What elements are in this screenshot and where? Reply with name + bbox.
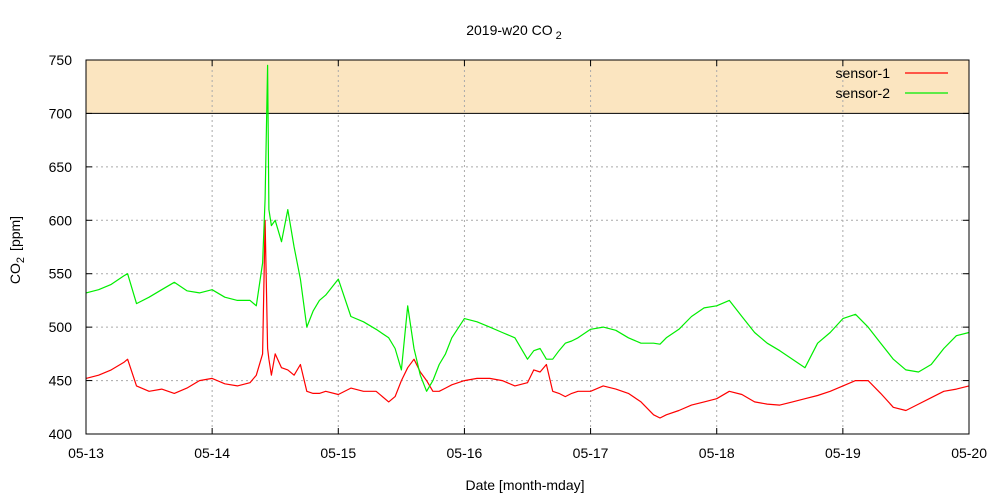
grid-lines <box>86 60 969 434</box>
x-tick-label: 05-19 <box>825 445 861 461</box>
series-line-sensor-2 <box>85 64 970 392</box>
series-line-sensor-1 <box>85 219 970 419</box>
plot-frame <box>85 59 970 435</box>
series-group <box>85 64 970 419</box>
legend-label-sensor-1: sensor-1 <box>836 65 891 81</box>
x-tick-label: 05-18 <box>699 445 735 461</box>
y-tick-label: 400 <box>49 426 73 442</box>
x-tick-label: 05-13 <box>68 445 104 461</box>
y-tick-label: 750 <box>49 52 73 68</box>
y-tick-label: 650 <box>49 159 73 175</box>
y-tick-label: 550 <box>49 266 73 282</box>
y-tick-label: 700 <box>49 105 73 121</box>
y-axis-label: CO2[ppm] <box>7 216 27 284</box>
x-tick-label: 05-16 <box>447 445 483 461</box>
x-tick-label: 05-15 <box>320 445 356 461</box>
legend: sensor-1 sensor-2 <box>836 65 948 101</box>
x-tick-label: 05-20 <box>951 445 987 461</box>
y-tick-label: 600 <box>49 212 73 228</box>
y-tick-label: 500 <box>49 319 73 335</box>
threshold-band <box>86 60 969 114</box>
x-axis-ticks: 05-13 05-14 05-15 05-16 05-17 05-18 05-19 05-20 <box>68 60 987 461</box>
chart-title: 2019-w20 CO 2 <box>466 22 562 42</box>
y-axis-ticks: 400 450 500 550 600 650 700 750 <box>49 52 969 442</box>
x-tick-label: 05-14 <box>194 445 230 461</box>
legend-label-sensor-2: sensor-2 <box>836 85 891 101</box>
x-axis-label: Date [month-mday] <box>465 477 584 493</box>
x-tick-label: 05-17 <box>573 445 609 461</box>
y-tick-label: 450 <box>49 373 73 389</box>
